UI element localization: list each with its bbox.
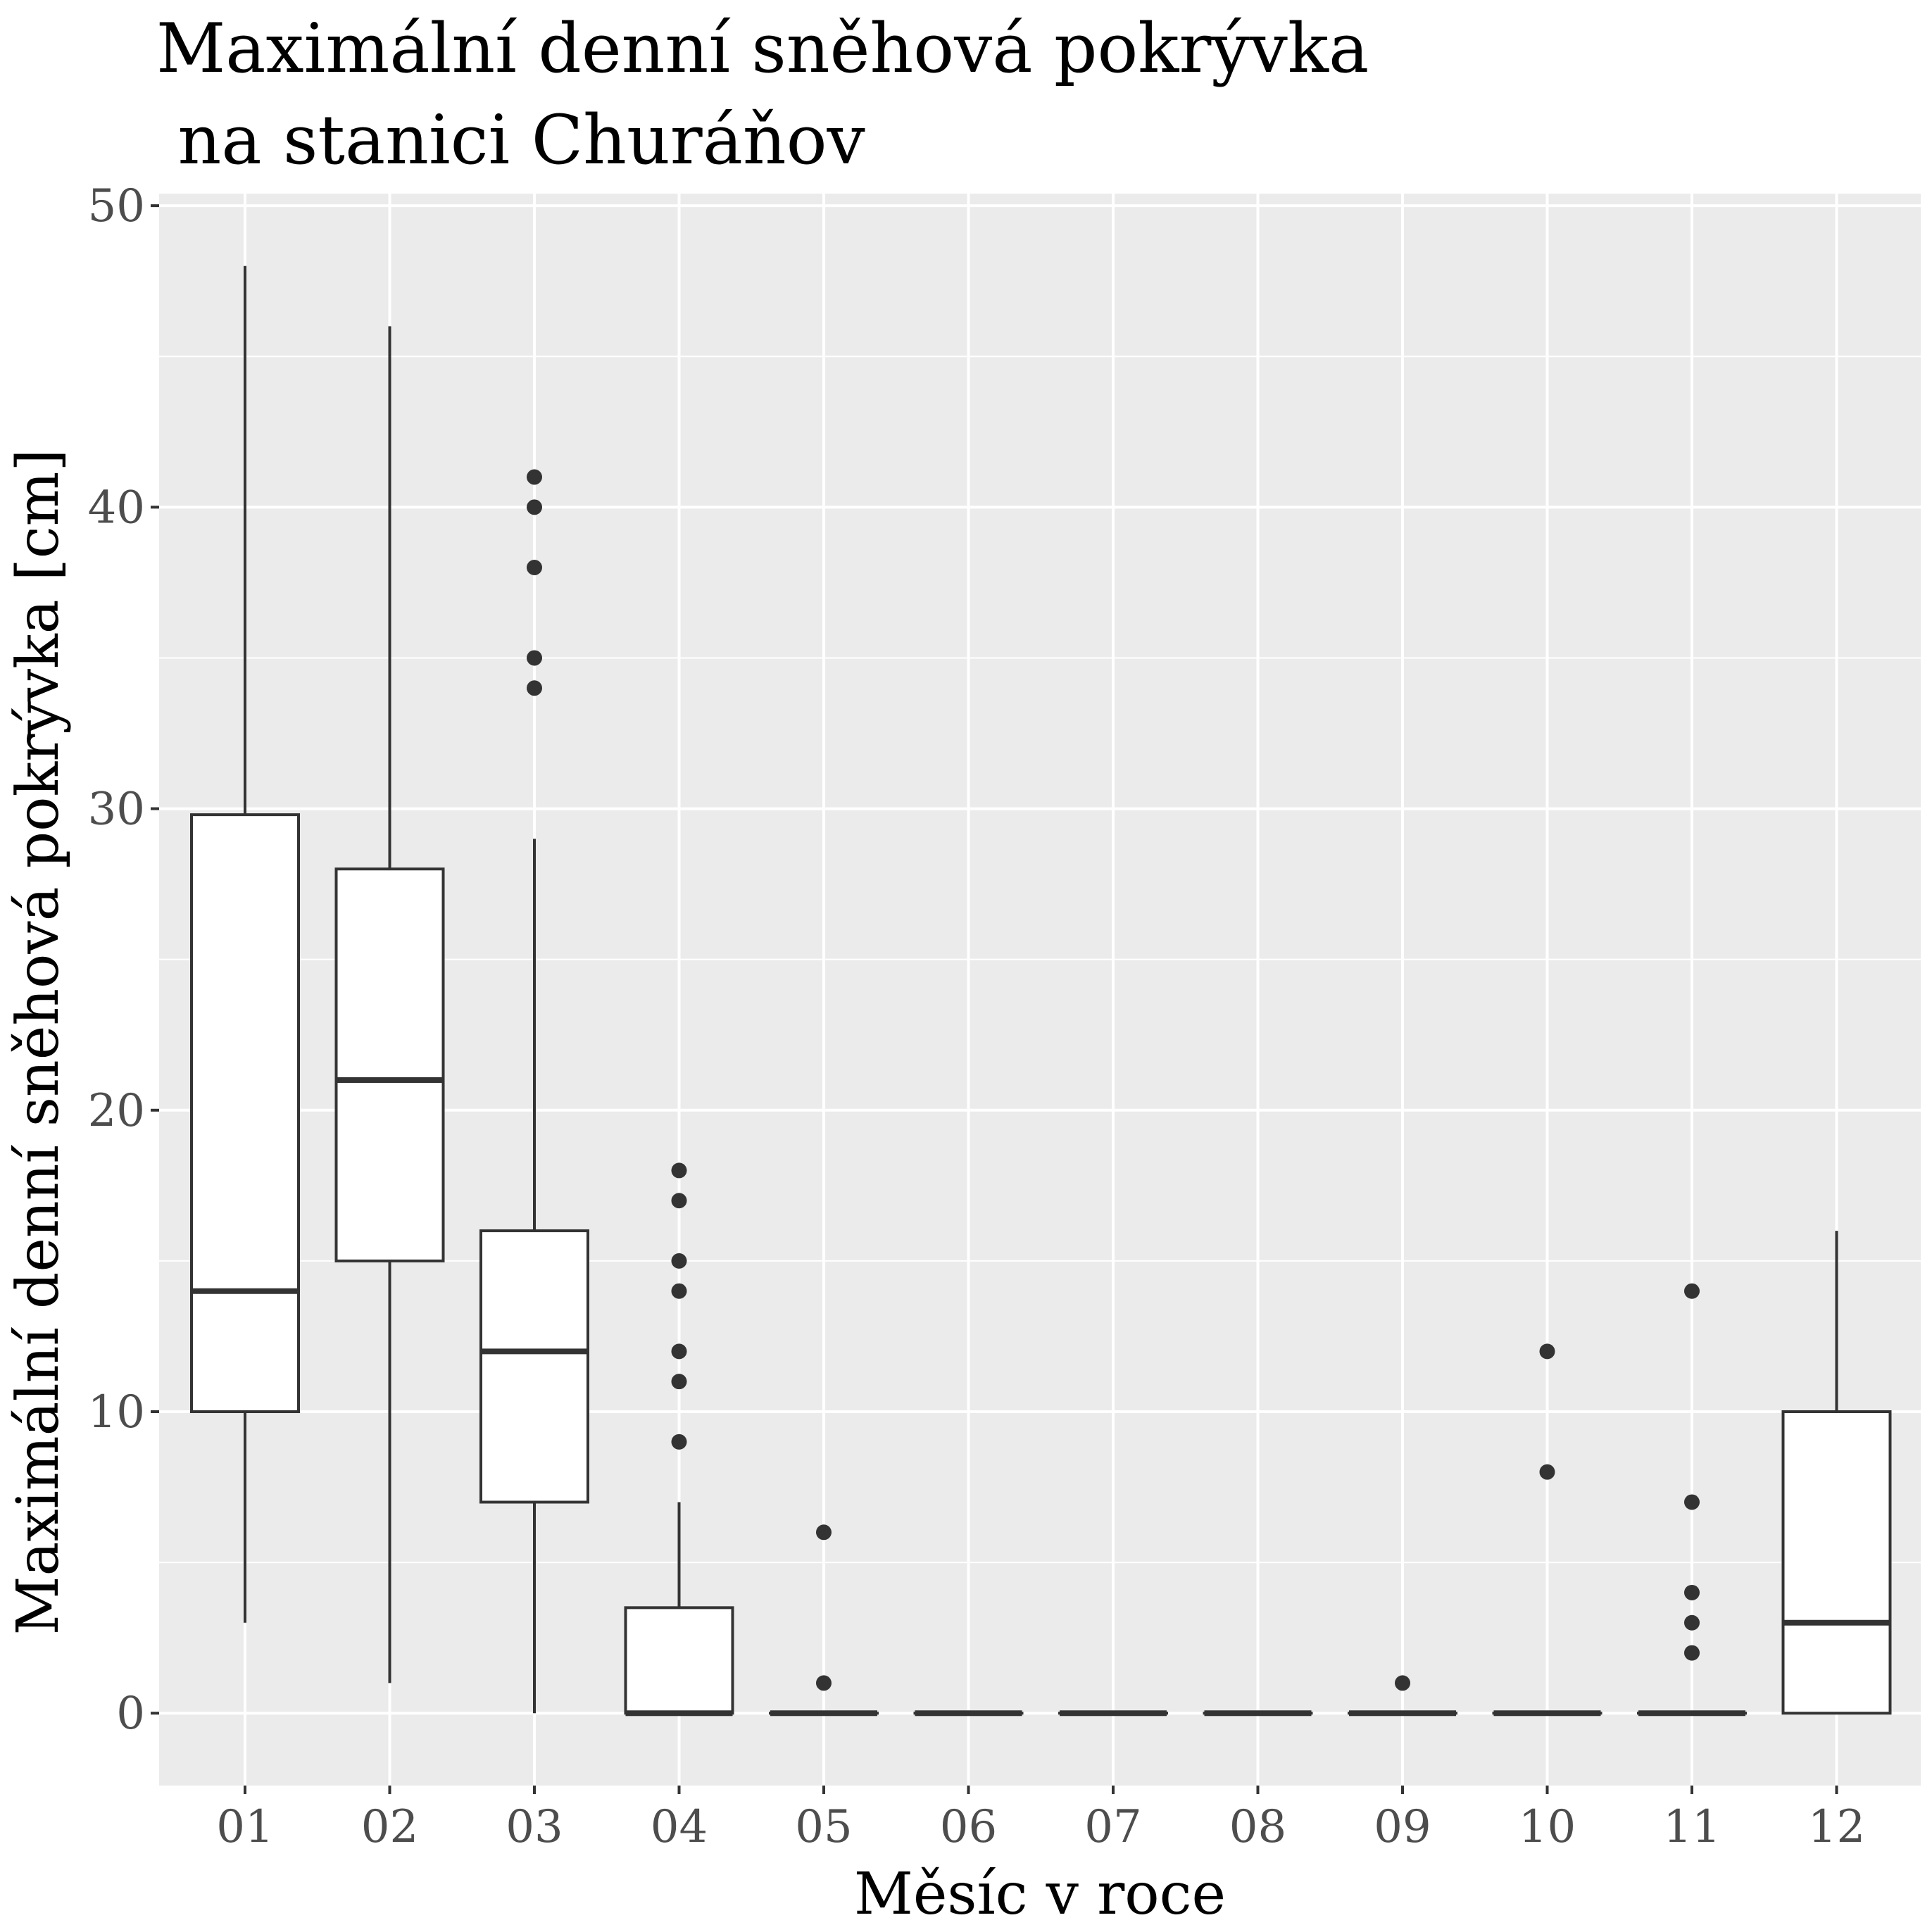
box-rect bbox=[334, 867, 445, 1262]
box-marks bbox=[190, 265, 1892, 1717]
box-05 bbox=[769, 1524, 879, 1717]
outlier-point bbox=[1539, 1464, 1555, 1480]
outlier-point bbox=[671, 1374, 687, 1390]
outlier-point bbox=[1395, 1675, 1410, 1691]
outlier-point bbox=[527, 650, 542, 666]
outlier-point bbox=[1684, 1584, 1700, 1600]
x-tick-label: 02 bbox=[361, 1801, 418, 1853]
outlier-point bbox=[527, 680, 542, 696]
outlier-point bbox=[671, 1283, 687, 1299]
y-tick-label: 30 bbox=[88, 784, 145, 836]
y-tick-label: 50 bbox=[88, 180, 145, 232]
chart-title-line-2: na stanici Churáňov bbox=[156, 101, 865, 180]
box-03 bbox=[479, 469, 589, 1714]
plot-panel bbox=[159, 194, 1921, 1786]
outlier-point bbox=[1684, 1283, 1700, 1299]
outlier-point bbox=[671, 1434, 687, 1450]
box-01 bbox=[190, 265, 300, 1623]
box-04 bbox=[624, 1162, 734, 1717]
x-tick-label: 11 bbox=[1663, 1801, 1720, 1853]
outlier-point bbox=[816, 1675, 832, 1691]
outlier-point bbox=[1539, 1343, 1555, 1360]
box-rect bbox=[190, 813, 300, 1414]
y-tick-label: 0 bbox=[116, 1688, 145, 1740]
box-rect bbox=[1781, 1410, 1892, 1715]
axis-ticks: 0 10 20 30 40 50 01 02 03 04 05 06 07 08 09 10 11 12 bbox=[88, 180, 1866, 1853]
outlier-point bbox=[1684, 1614, 1700, 1631]
box-11 bbox=[1637, 1283, 1747, 1717]
x-tick-label: 05 bbox=[795, 1801, 852, 1853]
x-tick-label: 01 bbox=[216, 1801, 273, 1853]
outlier-point bbox=[816, 1524, 832, 1541]
outlier-point bbox=[527, 469, 542, 485]
outlier-point bbox=[527, 559, 542, 575]
outlier-point bbox=[671, 1162, 687, 1179]
x-tick-label: 08 bbox=[1229, 1801, 1286, 1853]
x-tick-label: 12 bbox=[1808, 1801, 1865, 1853]
x-tick-label: 09 bbox=[1374, 1801, 1431, 1853]
y-tick-label: 20 bbox=[88, 1085, 145, 1137]
box-09 bbox=[1348, 1675, 1457, 1717]
x-tick-label: 10 bbox=[1519, 1801, 1576, 1853]
outlier-point bbox=[671, 1253, 687, 1269]
chart-title-line-1: Maximální denní sněhová pokrývka bbox=[156, 9, 1369, 88]
outlier-point bbox=[671, 1343, 687, 1360]
outlier-point bbox=[1684, 1645, 1700, 1661]
outlier-point bbox=[527, 499, 542, 515]
x-tick-label: 03 bbox=[506, 1801, 563, 1853]
x-axis-title: Měsíc v roce bbox=[854, 1861, 1226, 1928]
grid-lines bbox=[159, 194, 1921, 1786]
box-12 bbox=[1781, 1231, 1892, 1715]
y-tick-label: 10 bbox=[88, 1386, 145, 1438]
x-tick-label: 07 bbox=[1084, 1801, 1141, 1853]
y-tick-label: 40 bbox=[88, 482, 145, 534]
y-axis-title: Maximální denní sněhová pokrývka [cm] bbox=[5, 449, 72, 1636]
x-tick-label: 06 bbox=[940, 1801, 997, 1853]
box-02 bbox=[334, 326, 445, 1683]
box-10 bbox=[1492, 1343, 1602, 1717]
box-rect bbox=[479, 1229, 589, 1504]
outlier-point bbox=[1684, 1494, 1700, 1510]
x-tick-label: 04 bbox=[651, 1801, 708, 1853]
outlier-point bbox=[671, 1193, 687, 1209]
box-rect bbox=[624, 1606, 734, 1715]
